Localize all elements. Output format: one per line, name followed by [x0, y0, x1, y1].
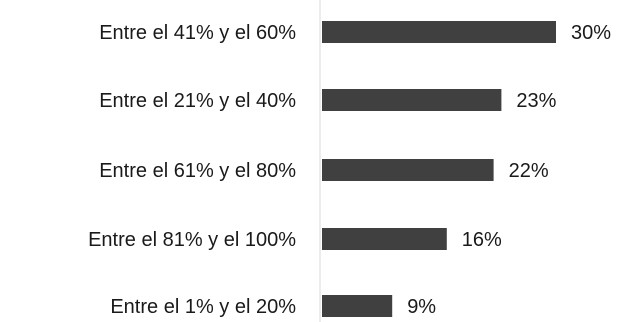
bars-group — [322, 21, 556, 317]
value-label: 22% — [509, 160, 549, 182]
value-label: 16% — [462, 229, 502, 251]
bar — [322, 295, 393, 317]
bar — [322, 21, 556, 43]
value-label: 30% — [571, 22, 611, 44]
value-label: 9% — [407, 296, 436, 318]
category-labels-group: Entre el 41% y el 60% Entre el 21% y el 4… — [88, 22, 296, 318]
bar — [322, 159, 494, 181]
category-label: Entre el 1% y el 20% — [110, 296, 296, 318]
category-label: Entre el 61% y el 80% — [99, 160, 296, 182]
value-label: 23% — [516, 90, 556, 112]
value-labels-group: 30% 23% 22% 16% 9% — [407, 22, 611, 318]
category-label: Entre el 41% y el 60% — [99, 22, 296, 44]
bar — [322, 228, 447, 250]
bar — [322, 89, 502, 111]
category-label: Entre el 81% y el 100% — [88, 229, 296, 251]
category-label: Entre el 21% y el 40% — [99, 90, 296, 112]
